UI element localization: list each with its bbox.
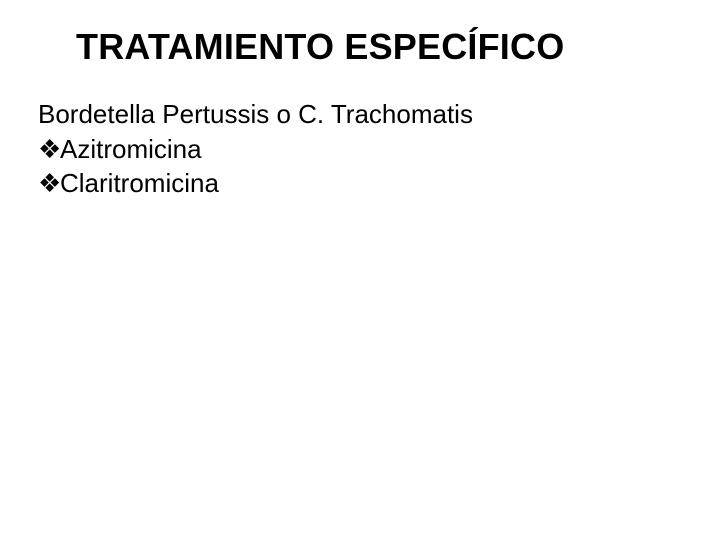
slide-body: Bordetella Pertussis o C. Trachomatis ❖ … xyxy=(38,98,680,202)
list-item: ❖ Azitromicina xyxy=(38,133,680,166)
diamond-bullet-icon: ❖ xyxy=(38,133,60,166)
intro-line: Bordetella Pertussis o C. Trachomatis xyxy=(38,98,680,131)
list-item-label: Azitromicina xyxy=(60,133,202,166)
list-item: ❖ Claritromicina xyxy=(38,167,680,200)
slide: TRATAMIENTO ESPECÍFICO Bordetella Pertus… xyxy=(0,0,720,540)
slide-title: TRATAMIENTO ESPECÍFICO xyxy=(76,26,680,68)
list-item-label: Claritromicina xyxy=(60,167,219,200)
diamond-bullet-icon: ❖ xyxy=(38,167,60,200)
